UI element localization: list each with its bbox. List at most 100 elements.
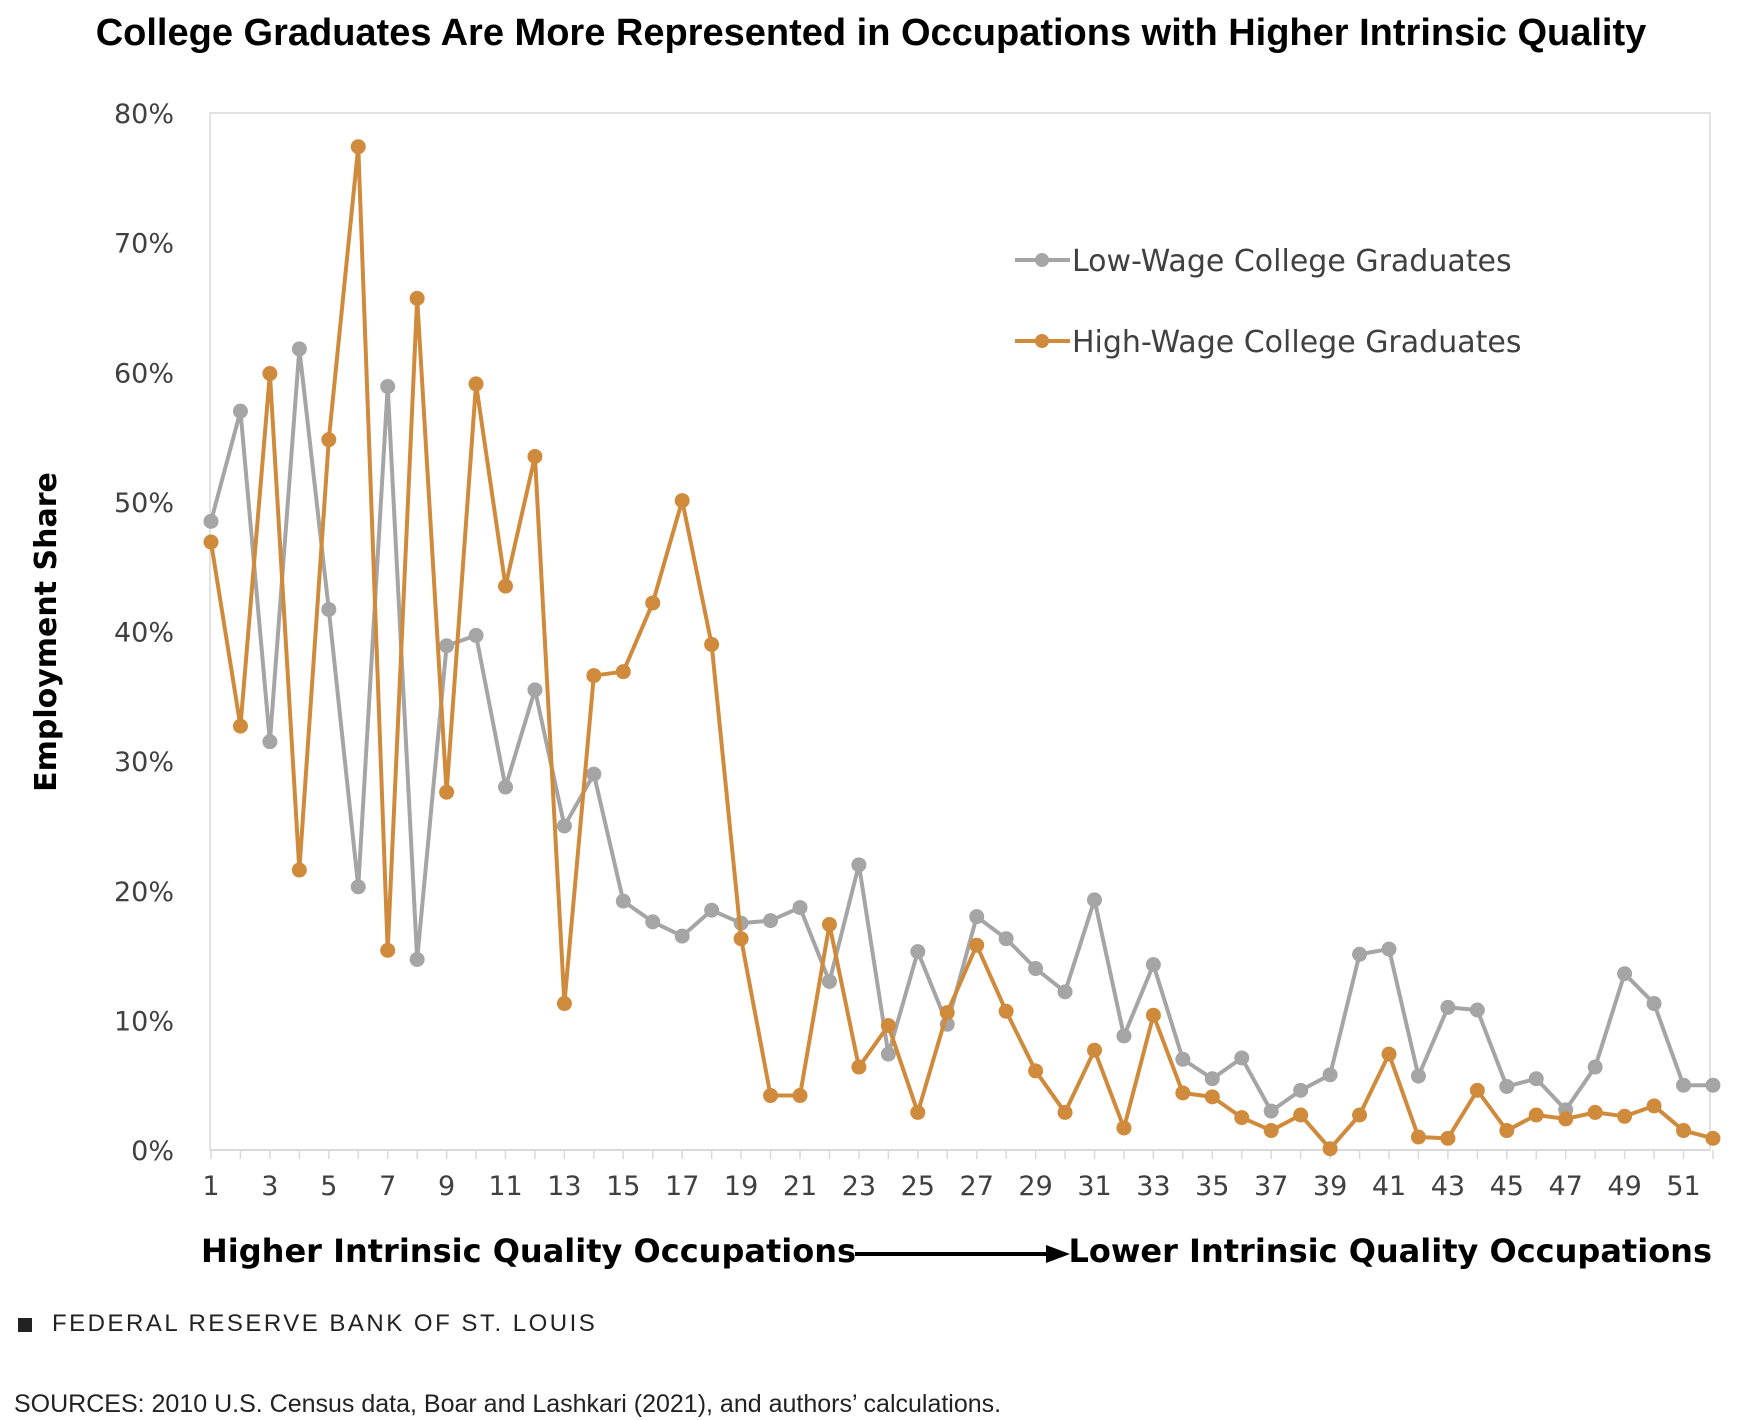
data-point-low-wage-college-graduates [1676,1077,1691,1093]
data-point-low-wage-college-graduates [645,914,661,930]
data-point-low-wage-college-graduates [1087,892,1102,908]
x-tick-label: 15 [606,1171,640,1202]
data-point-high-wage-college-graduates [1705,1130,1721,1146]
data-point-high-wage-college-graduates [1381,1046,1397,1062]
data-point-high-wage-college-graduates [998,1003,1014,1019]
data-point-low-wage-college-graduates [527,682,543,698]
data-point-high-wage-college-graduates [1116,1120,1132,1136]
data-point-high-wage-college-graduates [1558,1111,1574,1127]
x-tick-label: 21 [783,1171,817,1202]
data-point-high-wage-college-graduates [880,1018,896,1034]
data-point-low-wage-college-graduates [1322,1067,1338,1083]
data-point-low-wage-college-graduates [910,944,926,960]
x-tick-label: 45 [1490,1171,1524,1202]
data-point-high-wage-college-graduates [291,862,307,878]
y-tick-label: 30% [114,747,174,778]
data-point-low-wage-college-graduates [1587,1059,1603,1075]
x-axis-right-label: Lower Intrinsic Quality Occupations [1068,1232,1712,1270]
x-tick-label: 25 [901,1171,935,1202]
data-point-high-wage-college-graduates [763,1088,779,1104]
data-point-high-wage-college-graduates [1440,1130,1456,1146]
x-tick-label: 43 [1431,1171,1465,1202]
y-tick-label: 80% [114,99,174,130]
legend-label-low-wage: Low-Wage College Graduates [1072,244,1512,279]
x-axis: 1 3 5 7 9 11 13 15 17 19 21 23 25 27 29 31 33 35 37 39 41 43 4… [202,1149,1714,1202]
data-point-high-wage-college-graduates [1617,1108,1633,1124]
data-point-low-wage-college-graduates [763,913,779,929]
x-tick-label: 29 [1018,1171,1052,1202]
data-point-high-wage-college-graduates [792,1088,808,1104]
series-high-wage-college-graduates [203,139,1721,1157]
data-point-low-wage-college-graduates [1617,966,1633,982]
logo-square-icon [18,1318,32,1332]
data-point-low-wage-college-graduates [821,973,837,989]
data-point-low-wage-college-graduates [1234,1050,1250,1066]
data-point-high-wage-college-graduates [674,493,690,509]
y-tick-label: 20% [114,877,174,908]
data-point-low-wage-college-graduates [880,1046,896,1062]
x-tick-label: 37 [1254,1171,1288,1202]
data-point-low-wage-college-graduates [409,951,425,967]
data-point-low-wage-college-graduates [291,341,307,357]
x-axis-left-label: Higher Intrinsic Quality Occupations [201,1232,856,1270]
data-point-high-wage-college-graduates [733,931,749,947]
data-point-low-wage-college-graduates [380,379,396,395]
data-point-low-wage-college-graduates [556,818,572,834]
data-point-high-wage-college-graduates [1646,1098,1662,1114]
data-point-high-wage-college-graduates [232,718,248,734]
y-tick-label: 10% [114,1006,174,1037]
data-point-low-wage-college-graduates [1204,1071,1220,1087]
legend: Low-Wage College Graduates High-Wage Col… [1015,244,1521,360]
data-point-high-wage-college-graduates [1175,1085,1191,1101]
data-point-high-wage-college-graduates [851,1059,867,1075]
data-point-low-wage-college-graduates [439,638,455,654]
x-tick-label: 47 [1549,1171,1583,1202]
data-point-high-wage-college-graduates [821,916,837,932]
data-point-low-wage-college-graduates [792,900,808,916]
y-tick-label: 70% [114,229,174,260]
x-tick-label: 27 [960,1171,994,1202]
data-point-high-wage-college-graduates [350,139,366,155]
data-point-low-wage-college-graduates [1057,984,1073,1000]
data-point-high-wage-college-graduates [586,668,602,684]
data-point-high-wage-college-graduates [1263,1123,1279,1139]
data-point-low-wage-college-graduates [615,893,631,909]
data-point-high-wage-college-graduates [704,636,720,652]
data-point-high-wage-college-graduates [1145,1007,1161,1023]
data-point-high-wage-college-graduates [1587,1104,1603,1120]
data-point-low-wage-college-graduates [998,931,1014,947]
data-point-low-wage-college-graduates [969,909,985,925]
data-point-low-wage-college-graduates [1263,1103,1279,1119]
data-point-low-wage-college-graduates [262,734,278,750]
data-point-high-wage-college-graduates [615,664,631,680]
sources-note: SOURCES: 2010 U.S. Census data, Boar and… [14,1390,1002,1418]
data-point-low-wage-college-graduates [1705,1077,1721,1093]
data-point-high-wage-college-graduates [498,578,513,594]
data-point-high-wage-college-graduates [939,1005,955,1021]
data-point-low-wage-college-graduates [1175,1051,1191,1067]
series-layer [203,139,1721,1157]
data-point-low-wage-college-graduates [1499,1078,1515,1094]
data-point-low-wage-college-graduates [1352,946,1368,962]
data-point-low-wage-college-graduates [350,879,366,895]
data-point-high-wage-college-graduates [1352,1107,1368,1123]
data-point-low-wage-college-graduates [232,403,248,419]
data-point-high-wage-college-graduates [969,937,985,953]
series-line-high-wage-college-graduates [209,144,1714,1151]
data-point-high-wage-college-graduates [380,942,396,958]
legend-label-high-wage: High-Wage College Graduates [1072,325,1521,360]
data-point-low-wage-college-graduates [1528,1071,1544,1087]
y-tick-label: 0% [131,1136,174,1167]
x-tick-label: 33 [1136,1171,1170,1202]
chart-title: College Graduates Are More Represented i… [95,12,1647,54]
x-tick-label: 3 [261,1171,278,1202]
legend-marker-high-wage [1035,334,1049,348]
data-point-low-wage-college-graduates [1440,999,1456,1015]
data-point-high-wage-college-graduates [1204,1089,1220,1105]
data-point-low-wage-college-graduates [1469,1002,1485,1018]
y-axis-ticks: 0% 10% 20% 30% 40% 50% 60% 70% 80% [114,99,174,1167]
x-tick-label: 39 [1313,1171,1347,1202]
direction-arrow-icon [855,1245,1070,1263]
data-point-high-wage-college-graduates [468,376,484,392]
